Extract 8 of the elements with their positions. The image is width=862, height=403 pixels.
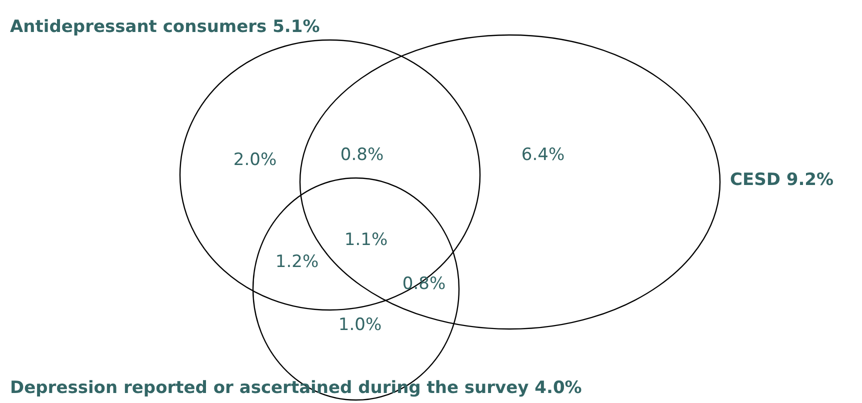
data-label: 1.0% — [338, 315, 382, 335]
data-label: 0.8% — [340, 145, 384, 165]
data-label: 1.2% — [275, 252, 319, 272]
text: Antidepressant consumers 5.1% — [10, 17, 320, 37]
data-label: 2.0% — [233, 150, 277, 170]
data-label: 6.4% — [521, 145, 565, 165]
text: CESD 9.2% — [730, 170, 834, 190]
data-label: 1.1% — [344, 230, 388, 250]
